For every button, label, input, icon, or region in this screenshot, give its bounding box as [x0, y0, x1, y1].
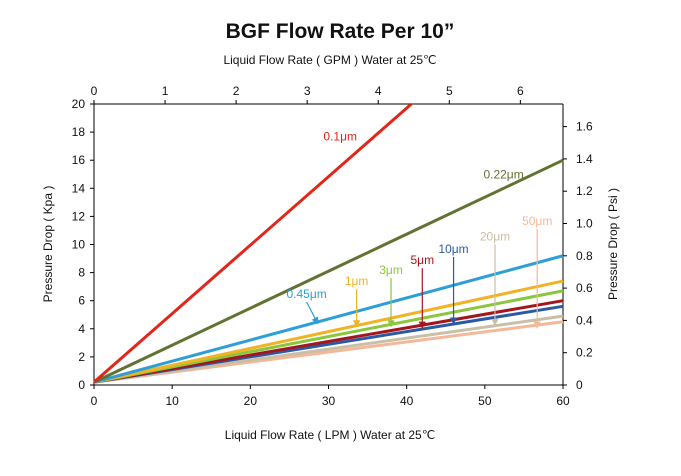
x-bottom-tick-label: 60 [556, 394, 570, 408]
y-right-tick-label: 0.2 [576, 346, 593, 360]
series-line [93, 158, 564, 384]
y-left-tick-label: 2 [78, 350, 85, 364]
series-line [93, 314, 564, 384]
x-top-tick-label: 1 [162, 84, 169, 98]
y-right-tick-label: 0.6 [576, 281, 593, 295]
series-label: 5μm [411, 253, 435, 267]
y-right-tick-label: 1.2 [576, 184, 593, 198]
y-right-tick-label: 0.8 [576, 249, 593, 263]
x-bottom-tick-label: 20 [244, 394, 258, 408]
x-top-tick-label: 0 [91, 84, 98, 98]
y-left-tick-label: 12 [72, 209, 86, 223]
series-lines [93, 102, 564, 384]
y-left-tick-label: 20 [72, 97, 86, 111]
x-bottom-tick-label: 10 [165, 394, 179, 408]
x-top-tick-label: 4 [375, 84, 382, 98]
series-line [93, 254, 564, 384]
y-right-tick-label: 1.0 [576, 217, 593, 231]
series-label: 10μm [438, 242, 468, 256]
series-label: 0.45μm [286, 287, 326, 301]
y-axis-left-title: Pressure Drop ( Kpa ) [41, 186, 55, 303]
y-left-tick-label: 8 [78, 266, 85, 280]
x-bottom-tick-label: 0 [91, 394, 98, 408]
y-left-tick-label: 14 [72, 181, 86, 195]
series-label: 0.22μm [483, 167, 523, 181]
series-line [93, 279, 564, 384]
y-left-tick-label: 4 [78, 322, 85, 336]
series-line [93, 299, 564, 384]
x-top-tick-label: 6 [517, 84, 524, 98]
x-bottom-tick-label: 30 [322, 394, 336, 408]
axis-ticks: 0 10 20 30 40 50 600 1 2 3 4 5 60246810121416182000.… [72, 84, 593, 408]
series-label: 20μm [480, 229, 510, 243]
y-right-tick-label: 0.4 [576, 313, 593, 327]
x-axis-bottom-title: Liquid Flow Rate ( LPM ) Water at 25℃ [225, 428, 435, 442]
x-top-tick-label: 3 [304, 84, 311, 98]
x-axis-top-title: Liquid Flow Rate ( GPM ) Water at 25℃ [223, 53, 436, 67]
y-left-tick-label: 0 [78, 378, 85, 392]
y-left-tick-label: 6 [78, 294, 85, 308]
y-axis-right-title: Pressure Drop ( Psi ) [606, 188, 620, 300]
series-label: 1μm [345, 274, 369, 288]
series-line [93, 102, 413, 384]
series-label: 3μm [379, 263, 403, 277]
y-left-tick-label: 10 [72, 238, 86, 252]
series-label: 50μm [522, 214, 552, 228]
series-line [93, 289, 564, 384]
x-bottom-tick-label: 40 [400, 394, 414, 408]
series-label-arrow [306, 301, 319, 325]
y-right-tick-label: 1.4 [576, 152, 593, 166]
x-bottom-tick-label: 50 [478, 394, 492, 408]
y-left-tick-label: 16 [72, 153, 86, 167]
y-left-tick-label: 18 [72, 125, 86, 139]
x-top-tick-label: 5 [446, 84, 453, 98]
x-top-tick-label: 2 [233, 84, 240, 98]
y-right-tick-label: 0 [576, 378, 583, 392]
y-right-tick-label: 1.6 [576, 120, 593, 134]
chart-title: BGF Flow Rate Per 10” [226, 20, 455, 43]
series-label: 0.1μm [323, 130, 357, 144]
